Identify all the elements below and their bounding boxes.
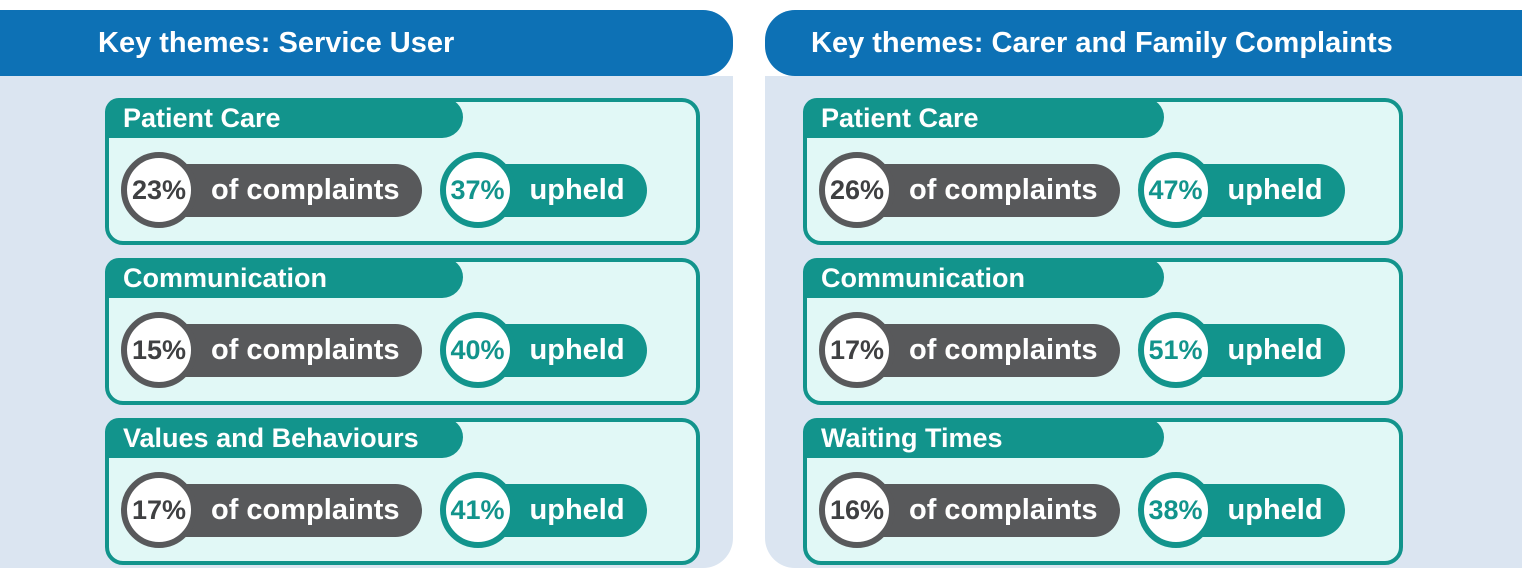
upheld-label: upheld <box>529 333 625 366</box>
theme-label: Patient Care <box>821 102 979 133</box>
complaints-pill: of complaints <box>157 163 422 217</box>
upheld-stat: 37% upheld <box>439 152 647 228</box>
upheld-percent-circle: 41% <box>439 472 516 548</box>
upheld-percent: 47% <box>1148 174 1203 205</box>
card-stats-row: 17% of complaints 51% upheld <box>819 312 1345 388</box>
theme-card: Values and Behaviours 17% of complaints … <box>105 418 700 565</box>
upheld-percent-circle: 37% <box>439 152 516 228</box>
upheld-percent: 38% <box>1148 494 1203 525</box>
theme-card: Communication 15% of complaints 40% uphe… <box>105 258 700 405</box>
theme-band: Waiting Times <box>803 418 1165 458</box>
theme-band: Patient Care <box>803 98 1165 138</box>
theme-card: Patient Care 26% of complaints 47% uphel… <box>803 98 1403 245</box>
complaints-stat: 17% of complaints <box>819 312 1120 388</box>
theme-label: Values and Behaviours <box>123 422 419 453</box>
upheld-stat: 51% upheld <box>1137 312 1345 388</box>
card-stats-row: 23% of complaints 37% upheld <box>121 152 647 228</box>
upheld-label: upheld <box>529 173 625 206</box>
complaints-percent: 16% <box>829 494 885 525</box>
card-stats-row: 26% of complaints 47% upheld <box>819 152 1345 228</box>
upheld-stat: 38% upheld <box>1137 472 1345 548</box>
complaints-percent-circle: 16% <box>819 472 895 548</box>
complaints-percent: 17% <box>829 334 885 365</box>
theme-label: Waiting Times <box>821 422 1003 453</box>
theme-band: Values and Behaviours <box>105 418 464 458</box>
panel-body-service-user: Patient Care 23% of complaints 37% uphel… <box>0 76 733 568</box>
cards-list-carer-family: Patient Care 26% of complaints 47% uphel… <box>803 98 1403 565</box>
complaints-label: of complaints <box>211 173 400 206</box>
upheld-stat: 41% upheld <box>439 472 647 548</box>
theme-band: Patient Care <box>105 98 464 138</box>
complaints-percent: 17% <box>131 494 187 525</box>
complaints-percent-circle: 17% <box>819 312 895 388</box>
card-stats-row: 16% of complaints 38% upheld <box>819 472 1345 548</box>
complaints-pill: of complaints <box>157 323 422 377</box>
complaints-stat: 23% of complaints <box>121 152 422 228</box>
complaints-label: of complaints <box>211 333 400 366</box>
theme-label: Patient Care <box>123 102 281 133</box>
complaints-percent: 23% <box>131 174 187 205</box>
upheld-label: upheld <box>1227 173 1323 206</box>
cards-list-service-user: Patient Care 23% of complaints 37% uphel… <box>105 98 700 565</box>
theme-card: Patient Care 23% of complaints 37% uphel… <box>105 98 700 245</box>
panel-body-carer-family: Patient Care 26% of complaints 47% uphel… <box>765 76 1522 568</box>
complaints-pill: of complaints <box>855 163 1120 217</box>
complaints-percent-circle: 17% <box>121 472 197 548</box>
upheld-percent-circle: 51% <box>1137 312 1214 388</box>
complaints-stat: 26% of complaints <box>819 152 1120 228</box>
panel-title: Key themes: Carer and Family Complaints <box>811 26 1393 59</box>
complaints-pill: of complaints <box>855 483 1120 537</box>
complaints-percent-circle: 26% <box>819 152 895 228</box>
complaints-pill: of complaints <box>157 483 422 537</box>
complaints-percent: 26% <box>829 174 885 205</box>
upheld-label: upheld <box>529 493 625 526</box>
upheld-percent: 51% <box>1148 334 1203 365</box>
upheld-label: upheld <box>1227 333 1323 366</box>
complaints-label: of complaints <box>909 493 1098 526</box>
upheld-percent: 37% <box>450 174 505 205</box>
panel-header-service-user: Key themes: Service User <box>0 10 733 76</box>
card-stats-row: 17% of complaints 41% upheld <box>121 472 647 548</box>
theme-band: Communication <box>803 258 1165 298</box>
panel-title: Key themes: Service User <box>98 26 455 59</box>
complaints-label: of complaints <box>211 493 400 526</box>
panel-header-carer-family: Key themes: Carer and Family Complaints <box>765 10 1522 76</box>
complaints-percent-circle: 15% <box>121 312 197 388</box>
theme-label: Communication <box>123 262 328 293</box>
complaints-label: of complaints <box>909 333 1098 366</box>
theme-card: Communication 17% of complaints 51% uphe… <box>803 258 1403 405</box>
complaints-label: of complaints <box>909 173 1098 206</box>
complaints-stat: 15% of complaints <box>121 312 422 388</box>
upheld-percent: 40% <box>450 334 505 365</box>
upheld-percent-circle: 47% <box>1137 152 1214 228</box>
upheld-label: upheld <box>1227 493 1323 526</box>
theme-label: Communication <box>821 262 1026 293</box>
complaints-percent: 15% <box>131 334 187 365</box>
upheld-stat: 40% upheld <box>439 312 647 388</box>
panel-carer-family: Key themes: Carer and Family Complaints … <box>765 10 1522 568</box>
upheld-stat: 47% upheld <box>1137 152 1345 228</box>
panel-service-user: Key themes: Service User Patient Care 23… <box>0 10 733 568</box>
card-stats-row: 15% of complaints 40% upheld <box>121 312 647 388</box>
upheld-percent-circle: 38% <box>1137 472 1214 548</box>
complaints-pill: of complaints <box>855 323 1120 377</box>
complaints-percent-circle: 23% <box>121 152 197 228</box>
upheld-percent-circle: 40% <box>439 312 516 388</box>
complaints-stat: 16% of complaints <box>819 472 1120 548</box>
upheld-percent: 41% <box>450 494 505 525</box>
theme-card: Waiting Times 16% of complaints 38% uphe… <box>803 418 1403 565</box>
complaints-stat: 17% of complaints <box>121 472 422 548</box>
theme-band: Communication <box>105 258 464 298</box>
